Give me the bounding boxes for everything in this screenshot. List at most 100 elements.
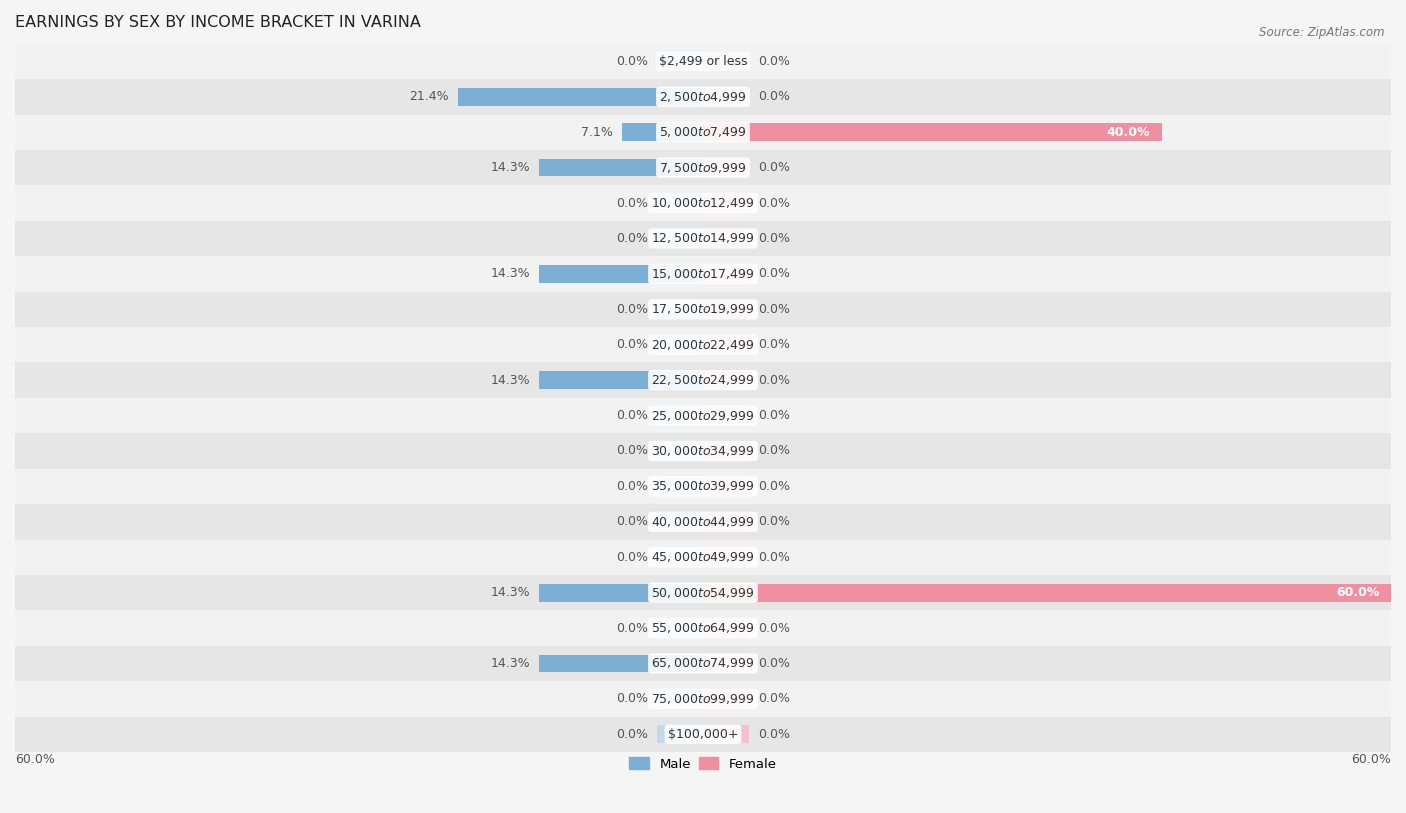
Text: $12,500 to $14,999: $12,500 to $14,999 (651, 232, 755, 246)
Text: 0.0%: 0.0% (758, 54, 790, 67)
Text: 14.3%: 14.3% (491, 657, 530, 670)
Bar (703, 53, 749, 70)
Bar (703, 654, 749, 672)
Text: 14.3%: 14.3% (491, 586, 530, 599)
Text: EARNINGS BY SEX BY INCOME BRACKET IN VARINA: EARNINGS BY SEX BY INCOME BRACKET IN VAR… (15, 15, 420, 30)
Text: 21.4%: 21.4% (409, 90, 449, 103)
Text: $15,000 to $17,499: $15,000 to $17,499 (651, 267, 755, 280)
Text: 0.0%: 0.0% (758, 728, 790, 741)
Text: 0.0%: 0.0% (758, 409, 790, 422)
Bar (15, 185, 1391, 221)
Text: $30,000 to $34,999: $30,000 to $34,999 (651, 444, 755, 458)
Text: 60.0%: 60.0% (15, 753, 55, 766)
Text: $2,499 or less: $2,499 or less (659, 54, 747, 67)
Bar (15, 716, 1391, 752)
Bar (657, 53, 703, 70)
Bar (457, 88, 703, 106)
Bar (538, 265, 703, 283)
Text: $40,000 to $44,999: $40,000 to $44,999 (651, 515, 755, 528)
Bar (657, 620, 703, 637)
Text: 60.0%: 60.0% (1351, 753, 1391, 766)
Bar (657, 513, 703, 531)
Text: $50,000 to $54,999: $50,000 to $54,999 (651, 585, 755, 600)
Text: $10,000 to $12,499: $10,000 to $12,499 (651, 196, 755, 210)
Text: 0.0%: 0.0% (758, 197, 790, 210)
Bar (703, 194, 749, 212)
Text: 14.3%: 14.3% (491, 161, 530, 174)
Text: $5,000 to $7,499: $5,000 to $7,499 (659, 125, 747, 139)
Bar (657, 406, 703, 424)
Bar (657, 690, 703, 708)
Bar (15, 540, 1391, 575)
Text: 0.0%: 0.0% (758, 445, 790, 458)
Text: 60.0%: 60.0% (1336, 586, 1379, 599)
Bar (15, 221, 1391, 256)
Bar (703, 124, 1161, 141)
Text: 0.0%: 0.0% (616, 515, 648, 528)
Text: $2,500 to $4,999: $2,500 to $4,999 (659, 89, 747, 104)
Bar (657, 194, 703, 212)
Bar (703, 620, 749, 637)
Bar (15, 681, 1391, 716)
Text: 0.0%: 0.0% (616, 409, 648, 422)
Text: 7.1%: 7.1% (581, 126, 613, 139)
Text: 0.0%: 0.0% (758, 622, 790, 635)
Text: 0.0%: 0.0% (616, 480, 648, 493)
Text: 0.0%: 0.0% (758, 550, 790, 563)
Text: 0.0%: 0.0% (758, 302, 790, 315)
Bar (15, 292, 1391, 327)
Bar (703, 88, 749, 106)
Text: Source: ZipAtlas.com: Source: ZipAtlas.com (1260, 26, 1385, 39)
Bar (703, 265, 749, 283)
Text: $22,500 to $24,999: $22,500 to $24,999 (651, 373, 755, 387)
Bar (703, 584, 1391, 602)
Bar (657, 229, 703, 247)
Bar (657, 301, 703, 318)
Bar (15, 256, 1391, 292)
Bar (657, 336, 703, 354)
Bar (15, 44, 1391, 79)
Text: $25,000 to $29,999: $25,000 to $29,999 (651, 409, 755, 423)
Bar (703, 549, 749, 566)
Bar (15, 363, 1391, 398)
Bar (657, 549, 703, 566)
Text: 0.0%: 0.0% (758, 693, 790, 706)
Bar (15, 150, 1391, 185)
Legend: Male, Female: Male, Female (623, 750, 783, 777)
Text: 14.3%: 14.3% (491, 374, 530, 387)
Text: 0.0%: 0.0% (758, 338, 790, 351)
Text: 0.0%: 0.0% (758, 161, 790, 174)
Bar (15, 433, 1391, 468)
Bar (15, 79, 1391, 115)
Text: 14.3%: 14.3% (491, 267, 530, 280)
Bar (703, 159, 749, 176)
Text: $55,000 to $64,999: $55,000 to $64,999 (651, 621, 755, 635)
Bar (657, 725, 703, 743)
Bar (15, 327, 1391, 363)
Text: 0.0%: 0.0% (616, 232, 648, 245)
Bar (703, 477, 749, 495)
Bar (538, 159, 703, 176)
Bar (15, 468, 1391, 504)
Text: $7,500 to $9,999: $7,500 to $9,999 (659, 161, 747, 175)
Bar (15, 611, 1391, 646)
Bar (703, 229, 749, 247)
Text: $65,000 to $74,999: $65,000 to $74,999 (651, 656, 755, 671)
Text: $100,000+: $100,000+ (668, 728, 738, 741)
Bar (657, 442, 703, 460)
Bar (703, 513, 749, 531)
Bar (15, 504, 1391, 540)
Bar (703, 442, 749, 460)
Text: 0.0%: 0.0% (616, 54, 648, 67)
Bar (703, 301, 749, 318)
Bar (15, 115, 1391, 150)
Bar (703, 406, 749, 424)
Text: 0.0%: 0.0% (616, 622, 648, 635)
Bar (703, 336, 749, 354)
Text: $75,000 to $99,999: $75,000 to $99,999 (651, 692, 755, 706)
Text: 0.0%: 0.0% (616, 197, 648, 210)
Bar (703, 372, 749, 389)
Bar (15, 646, 1391, 681)
Bar (657, 477, 703, 495)
Bar (538, 372, 703, 389)
